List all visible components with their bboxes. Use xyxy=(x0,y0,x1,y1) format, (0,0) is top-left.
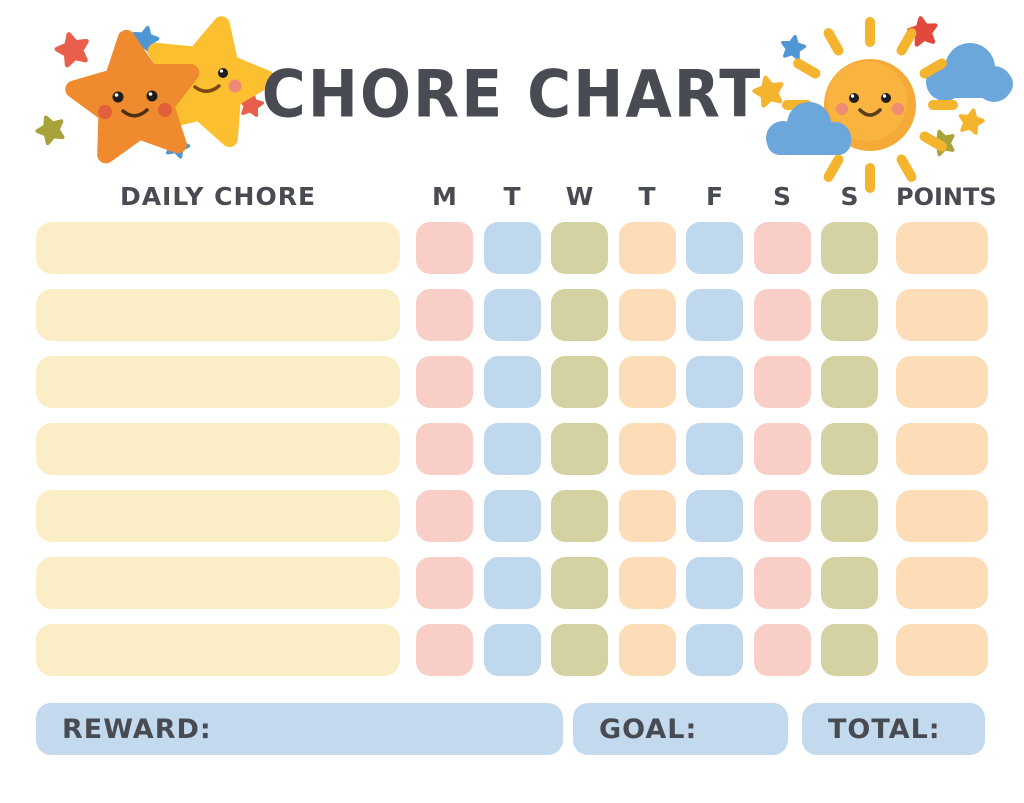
reward-label: REWARD: xyxy=(62,713,212,745)
mini-star-blue-icon xyxy=(778,33,808,61)
mini-star-yellow-icon xyxy=(752,75,785,107)
mini-star-olive-icon xyxy=(34,113,67,145)
cloud-icon xyxy=(766,102,851,155)
day-cell[interactable] xyxy=(686,289,743,341)
total-label: TOTAL: xyxy=(828,713,941,745)
day-cell[interactable] xyxy=(753,222,811,274)
day-cell[interactable] xyxy=(416,423,473,475)
day-cell[interactable] xyxy=(483,356,541,408)
sun-clouds-illustration xyxy=(745,10,1013,193)
day-cell[interactable] xyxy=(753,289,811,341)
day-cell[interactable] xyxy=(686,557,743,609)
day-cell[interactable] xyxy=(821,356,878,408)
day-cell[interactable] xyxy=(551,557,608,609)
day-cell[interactable] xyxy=(551,222,608,274)
points-cell[interactable] xyxy=(896,289,988,341)
day-header-mon: M xyxy=(432,182,457,211)
goal-field[interactable]: GOAL: xyxy=(573,703,788,755)
day-cell[interactable] xyxy=(483,490,541,542)
daily-chore-header: DAILY CHORE xyxy=(119,182,317,211)
day-cell[interactable] xyxy=(821,557,878,609)
day-cell[interactable] xyxy=(483,557,541,609)
chore-name-field[interactable] xyxy=(36,289,400,341)
day-cell[interactable] xyxy=(416,289,473,341)
day-cell[interactable] xyxy=(618,557,676,609)
day-cell[interactable] xyxy=(551,356,608,408)
day-cell[interactable] xyxy=(618,624,676,676)
day-cell[interactable] xyxy=(618,490,676,542)
day-cell[interactable] xyxy=(551,423,608,475)
day-cell[interactable] xyxy=(821,490,878,542)
total-field[interactable]: TOTAL: xyxy=(802,703,985,755)
day-cell[interactable] xyxy=(753,624,811,676)
day-header-sun: S xyxy=(840,182,859,211)
day-cell[interactable] xyxy=(753,356,811,408)
chore-name-field[interactable] xyxy=(36,624,400,676)
two-stars-illustration xyxy=(35,18,275,173)
mini-star-yellow-icon xyxy=(956,106,987,136)
points-cell[interactable] xyxy=(896,624,988,676)
day-header-wed: W xyxy=(565,182,594,211)
day-cell[interactable] xyxy=(686,356,743,408)
mini-star-red-icon xyxy=(54,31,91,67)
page-title: CHORE CHART xyxy=(261,57,763,133)
day-cell[interactable] xyxy=(416,356,473,408)
day-cell[interactable] xyxy=(821,624,878,676)
day-cell[interactable] xyxy=(686,222,743,274)
day-cell[interactable] xyxy=(483,423,541,475)
points-cell[interactable] xyxy=(896,490,988,542)
chore-name-field[interactable] xyxy=(36,557,400,609)
day-cell[interactable] xyxy=(416,557,473,609)
day-cell[interactable] xyxy=(483,222,541,274)
day-cell[interactable] xyxy=(618,289,676,341)
day-cell[interactable] xyxy=(483,624,541,676)
day-cell[interactable] xyxy=(416,222,473,274)
day-cell[interactable] xyxy=(618,222,676,274)
day-cell[interactable] xyxy=(416,490,473,542)
points-cell[interactable] xyxy=(896,557,988,609)
day-cell[interactable] xyxy=(686,423,743,475)
day-cell[interactable] xyxy=(821,423,878,475)
reward-field[interactable]: REWARD: xyxy=(36,703,563,755)
chore-name-field[interactable] xyxy=(36,490,400,542)
day-cell[interactable] xyxy=(551,624,608,676)
day-header-fri: F xyxy=(705,182,724,211)
day-cell[interactable] xyxy=(483,289,541,341)
day-cell[interactable] xyxy=(686,624,743,676)
day-header-thu: T xyxy=(638,182,656,211)
orange-star-icon xyxy=(68,30,200,157)
day-cell[interactable] xyxy=(551,289,608,341)
points-header: POINTS xyxy=(896,183,997,211)
points-cell[interactable] xyxy=(896,423,988,475)
day-cell[interactable] xyxy=(753,557,811,609)
day-cell[interactable] xyxy=(821,289,878,341)
day-header-tue: T xyxy=(503,182,521,211)
points-cell[interactable] xyxy=(896,222,988,274)
chore-name-field[interactable] xyxy=(36,423,400,475)
goal-label: GOAL: xyxy=(599,713,698,745)
day-cell[interactable] xyxy=(753,490,811,542)
day-cell[interactable] xyxy=(618,356,676,408)
day-cell[interactable] xyxy=(551,490,608,542)
day-cell[interactable] xyxy=(618,423,676,475)
cloud-icon xyxy=(926,43,1013,102)
day-cell[interactable] xyxy=(686,490,743,542)
day-cell[interactable] xyxy=(753,423,811,475)
day-cell[interactable] xyxy=(821,222,878,274)
chore-name-field[interactable] xyxy=(36,356,400,408)
day-header-sat: S xyxy=(772,182,792,211)
points-cell[interactable] xyxy=(896,356,988,408)
day-cell[interactable] xyxy=(416,624,473,676)
chore-name-field[interactable] xyxy=(36,222,400,274)
